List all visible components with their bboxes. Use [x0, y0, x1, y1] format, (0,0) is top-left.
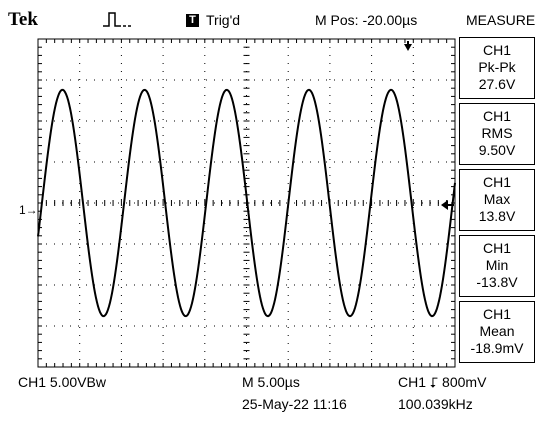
measure-source: CH1: [482, 42, 511, 58]
measure-type: Mean: [479, 323, 515, 339]
measure-item-mean[interactable]: CH1 Mean -18.9mV: [459, 301, 535, 363]
measure-menu-title: MEASURE: [466, 12, 536, 28]
measure-source: CH1: [482, 306, 511, 322]
measure-value: -13.8V: [476, 274, 518, 290]
acquisition-pulse-icon: [103, 12, 131, 27]
ch1-ground-marker: 1→: [19, 203, 38, 217]
down-arrow-icon: [404, 41, 412, 51]
measure-item-rms[interactable]: CH1 RMS 9.50V: [459, 103, 535, 165]
date-time: 25-May-22 11:16: [242, 396, 347, 412]
graticule: [37, 38, 456, 368]
measure-value: 9.50V: [478, 142, 516, 158]
ch1-waveform-trace: [37, 88, 456, 318]
measure-source: CH1: [482, 240, 511, 256]
measure-source: CH1: [482, 108, 511, 124]
timebase-readout: M 5.00µs: [242, 374, 300, 390]
trigger-status: Trig'd: [206, 12, 241, 28]
measure-item-min[interactable]: CH1 Min -13.8V: [459, 235, 535, 297]
measure-item-pk-pk[interactable]: CH1 Pk-Pk 27.6V: [459, 37, 535, 99]
measure-type: Min: [485, 257, 509, 273]
frequency-readout: 100.039kHz: [398, 396, 473, 412]
measure-item-max[interactable]: CH1 Max 13.8V: [459, 169, 535, 231]
trigger-badge: T: [186, 14, 199, 27]
measure-value: 27.6V: [478, 76, 516, 92]
ch1-volts-per-div: CH1 5.00VBᴡ: [18, 374, 106, 390]
trigger-readout: CH1 ⮦ 800mV: [398, 374, 487, 390]
measure-source: CH1: [482, 174, 511, 190]
main-position-readout: M Pos: -20.00µs: [315, 12, 418, 28]
measure-type: Pk-Pk: [478, 59, 516, 75]
measure-value: -18.9mV: [470, 340, 524, 356]
brand-logo: Tek: [8, 9, 38, 30]
measure-value: 13.8V: [478, 208, 516, 224]
measure-type: RMS: [481, 125, 513, 141]
measure-type: Max: [483, 191, 511, 207]
left-arrow-icon: [441, 200, 454, 210]
